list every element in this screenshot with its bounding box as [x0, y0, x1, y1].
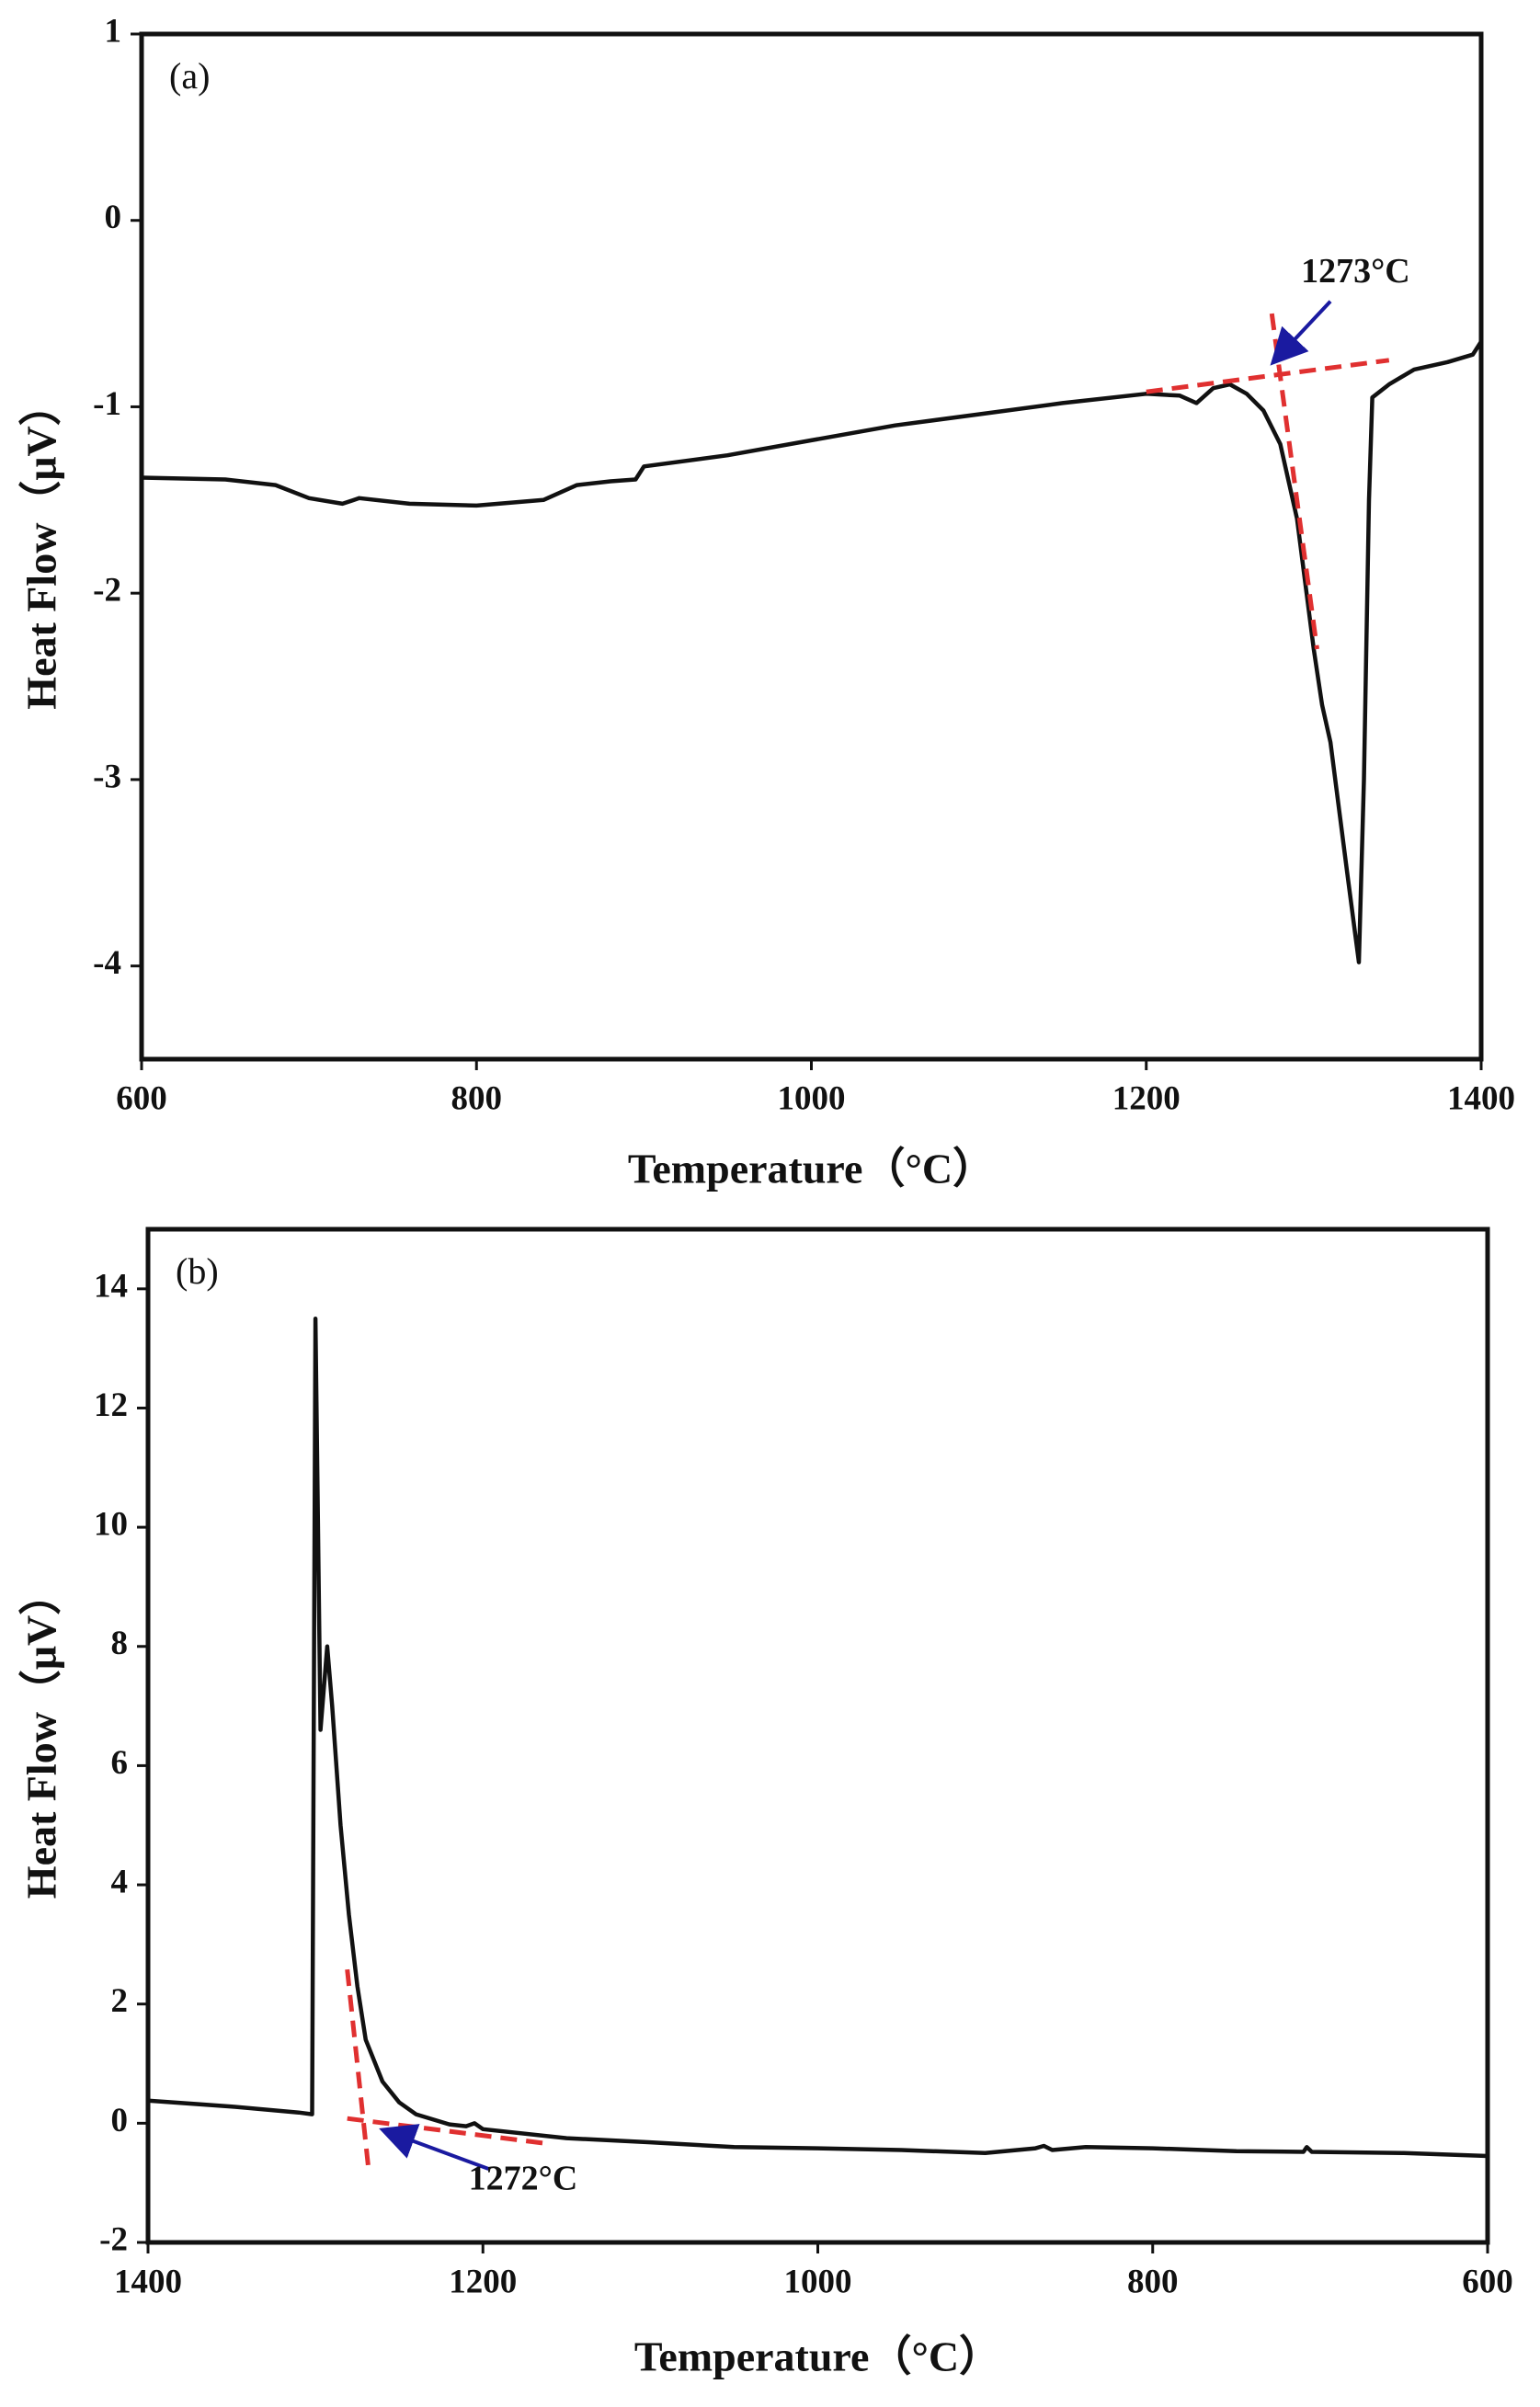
y-tick-label: 8	[111, 1625, 129, 1662]
x-tick-label: 1400	[114, 2263, 182, 2300]
x-tick-label: 1200	[1112, 1079, 1181, 1117]
tangent-line	[1146, 358, 1390, 394]
x-tick-label: 1000	[778, 1079, 846, 1117]
tangent-line	[347, 2116, 547, 2146]
x-tick-label: 600	[1462, 2263, 1513, 2300]
y-tick-label: 14	[94, 1267, 128, 1305]
x-axis-title: Temperature（°C）	[628, 1146, 995, 1192]
y-tick-label: 0	[111, 2102, 129, 2139]
annotation-arrow	[1270, 300, 1332, 366]
x-tick-label: 800	[451, 1079, 503, 1117]
data-line	[147, 1316, 1489, 2159]
x-tick-label: 800	[1127, 2263, 1179, 2300]
y-tick-label: -1	[93, 385, 121, 423]
y-tick-label: -2	[93, 572, 121, 610]
y-tick-label: 0	[105, 199, 122, 236]
y-tick-label: 4	[111, 1864, 129, 1901]
annotation-arrow	[379, 2124, 490, 2171]
annotation-text: 1273°C	[1301, 252, 1410, 291]
y-axis-title: Heat Flow（μV）	[18, 383, 65, 709]
y-tick-label: -4	[93, 944, 121, 982]
plot-frame	[139, 31, 1484, 1062]
data-line	[141, 340, 1483, 964]
y-tick-label: 6	[111, 1744, 129, 1782]
y-tick-label: 2	[111, 1982, 129, 2020]
x-tick-label: 600	[116, 1079, 167, 1117]
annotation-text: 1272°C	[469, 2160, 578, 2198]
x-tick-label: 1000	[784, 2263, 852, 2300]
panel-label: (a)	[169, 55, 210, 97]
tangent-line	[1269, 313, 1319, 650]
y-tick-label: 10	[94, 1506, 128, 1544]
y-tick-label: 1	[105, 12, 122, 50]
plot-frame	[145, 1226, 1490, 2245]
y-tick-label: 12	[94, 1386, 128, 1424]
tangent-line	[345, 1968, 371, 2174]
y-axis-title: Heat Flow（μV）	[18, 1573, 65, 1899]
x-axis-title: Temperature（°C）	[634, 2333, 1001, 2380]
panel-label: (b)	[176, 1250, 219, 1292]
x-tick-label: 1200	[449, 2263, 517, 2300]
y-tick-label: -2	[99, 2220, 128, 2258]
x-tick-label: 1400	[1447, 1079, 1515, 1117]
y-tick-label: -3	[93, 758, 121, 795]
